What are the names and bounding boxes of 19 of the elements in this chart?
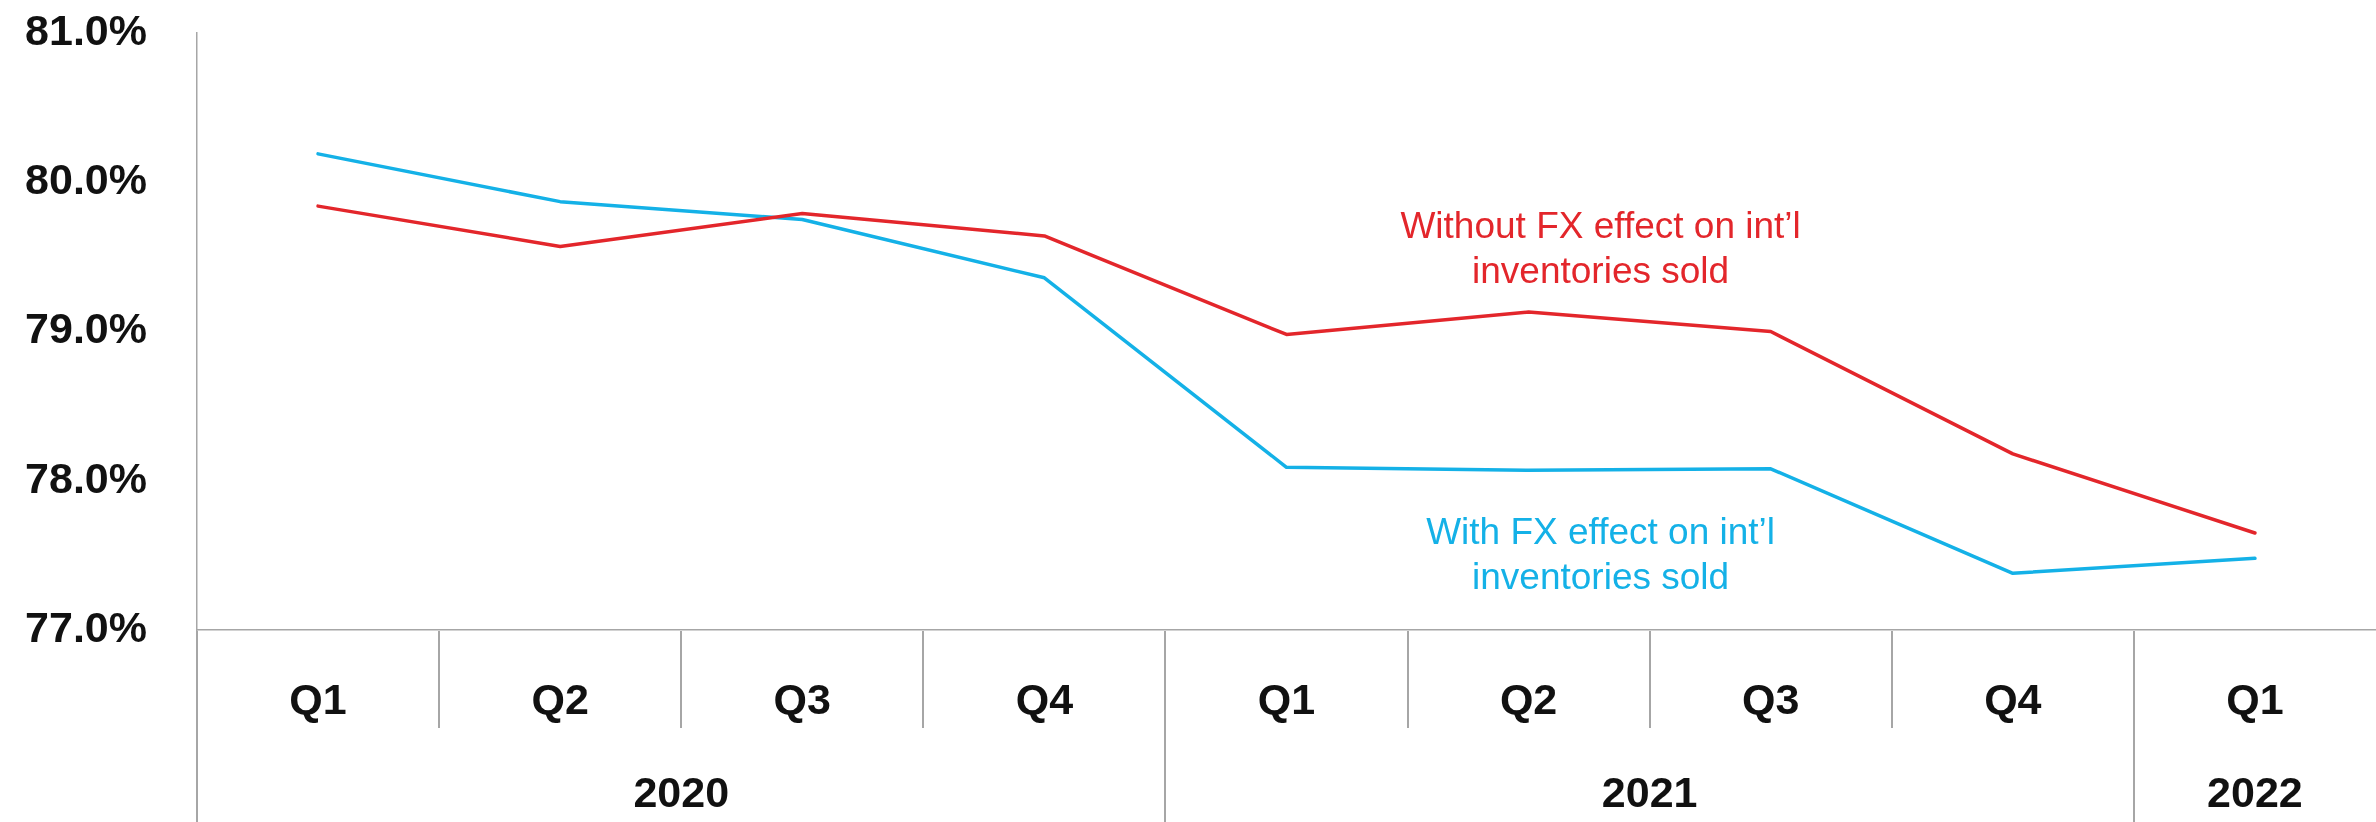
x-tick-label: Q2: [531, 674, 589, 723]
x-tick-label: Q4: [1984, 674, 2042, 723]
x-tick-label: Q3: [1742, 674, 1800, 723]
series-label: Without FX effect on int’l inventories sold: [1400, 205, 1801, 292]
x-tick-label: Q4: [1015, 674, 1074, 723]
x-tick-label: Q1: [2226, 674, 2284, 723]
y-tick-label: 79.0%: [25, 304, 147, 353]
x-tick-label: Q1: [289, 674, 347, 723]
y-tick-label: 77.0%: [25, 602, 147, 651]
x-tick-label: Q1: [1257, 674, 1316, 723]
x-tick-label: Q2: [1499, 674, 1558, 723]
y-tick-label: 81.0%: [25, 5, 147, 54]
text: 2021: [1601, 767, 1698, 816]
series-label: With FX effect on int’l inventories sold: [1426, 510, 1776, 597]
y-tick-label: 80.0%: [25, 155, 147, 204]
x-tick-label: Q3: [773, 674, 831, 723]
text: 2020: [633, 767, 730, 816]
text: 2022: [2207, 767, 2303, 816]
y-tick-label: 78.0%: [25, 453, 147, 502]
